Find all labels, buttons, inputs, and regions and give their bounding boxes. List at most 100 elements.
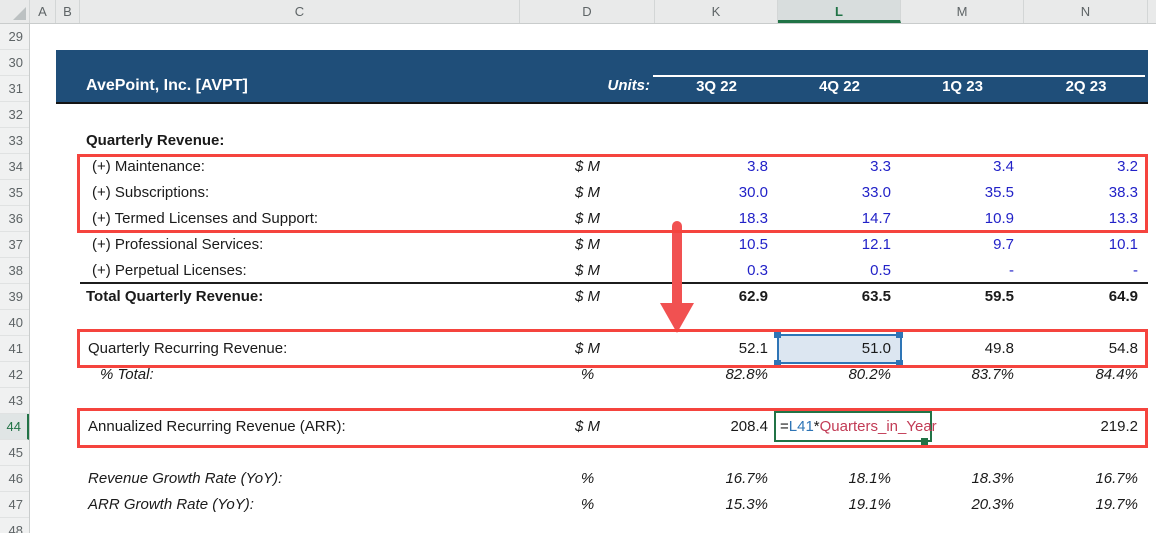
cell-M33[interactable] xyxy=(901,128,1024,154)
cell-K38[interactable]: 0.3 xyxy=(747,262,768,279)
column-header-N[interactable]: N xyxy=(1024,0,1148,23)
cell-L42[interactable]: 80.2% xyxy=(848,366,891,383)
row-41-units[interactable]: $ M xyxy=(574,340,600,357)
company-title-cell[interactable]: AvePoint, Inc. [AVPT] xyxy=(86,77,248,94)
quarter-header-3q22[interactable]: 3Q 22 xyxy=(696,78,737,95)
cell-L39[interactable]: 63.5 xyxy=(861,288,891,305)
row-38-label[interactable]: (+) Perpetual Licenses: xyxy=(92,262,247,279)
row-header-42[interactable]: 42 xyxy=(0,362,29,388)
row-42-units[interactable]: % xyxy=(580,366,595,383)
row-header-41[interactable]: 41 xyxy=(0,336,29,362)
column-header-B[interactable]: B xyxy=(56,0,80,23)
cell-N36[interactable]: 13.3 xyxy=(1108,210,1138,227)
row-header-32[interactable]: 32 xyxy=(0,102,29,128)
cell-L34[interactable]: 3.3 xyxy=(870,158,891,175)
cell-M34[interactable]: 3.4 xyxy=(993,158,1014,175)
row-46-label[interactable]: Revenue Growth Rate (YoY): xyxy=(88,470,283,487)
row-header-44[interactable]: 44 xyxy=(0,414,29,440)
quarter-header-4q22[interactable]: 4Q 22 xyxy=(819,78,860,95)
row-header-39[interactable]: 39 xyxy=(0,284,29,310)
cell-N34[interactable]: 3.2 xyxy=(1117,158,1138,175)
cell-M38[interactable]: - xyxy=(1009,262,1014,279)
row-38-units[interactable]: $ M xyxy=(574,262,600,279)
row-37-label[interactable]: (+) Professional Services: xyxy=(92,236,264,253)
cell-N38[interactable]: - xyxy=(1133,262,1138,279)
row-header-36[interactable]: 36 xyxy=(0,206,29,232)
cell-M46[interactable]: 18.3% xyxy=(971,470,1014,487)
row-header-38[interactable]: 38 xyxy=(0,258,29,284)
row-36-label[interactable]: (+) Termed Licenses and Support: xyxy=(92,210,319,227)
row-header-30[interactable]: 30 xyxy=(0,50,29,76)
referenced-cell-handle[interactable] xyxy=(896,360,903,367)
row-header-37[interactable]: 37 xyxy=(0,232,29,258)
row-36-units[interactable]: $ M xyxy=(574,210,600,227)
column-header-L[interactable]: L xyxy=(778,0,901,23)
cell-K42[interactable]: 82.8% xyxy=(725,366,768,383)
cell-K47[interactable]: 15.3% xyxy=(725,496,768,513)
row-header-35[interactable]: 35 xyxy=(0,180,29,206)
row-33-label[interactable]: Quarterly Revenue: xyxy=(86,132,225,149)
row-33-units[interactable] xyxy=(520,128,655,154)
quarter-header-2q23[interactable]: 2Q 23 xyxy=(1065,78,1107,95)
fill-handle[interactable] xyxy=(921,438,928,445)
row-37-units[interactable]: $ M xyxy=(574,236,600,253)
column-header-A[interactable]: A xyxy=(30,0,56,23)
units-label-cell[interactable]: Units: xyxy=(607,77,651,94)
row-header-43[interactable]: 43 xyxy=(0,388,29,414)
column-header-D[interactable]: D xyxy=(520,0,655,23)
row-header-29[interactable]: 29 xyxy=(0,24,29,50)
cell-N39[interactable]: 64.9 xyxy=(1108,288,1138,305)
row-39-label[interactable]: Total Quarterly Revenue: xyxy=(86,288,264,305)
cell-N46[interactable]: 16.7% xyxy=(1095,470,1138,487)
referenced-cell-handle[interactable] xyxy=(896,331,903,338)
row-46-units[interactable]: % xyxy=(580,470,595,487)
cell-K44[interactable]: 208.4 xyxy=(730,418,768,435)
row-header-47[interactable]: 47 xyxy=(0,492,29,518)
referenced-cell-handle[interactable] xyxy=(774,331,781,338)
cell-L36[interactable]: 14.7 xyxy=(861,210,891,227)
row-header-34[interactable]: 34 xyxy=(0,154,29,180)
row-47-units[interactable]: % xyxy=(580,496,595,513)
formula-text[interactable]: =L41*Quarters_in_Year xyxy=(780,411,937,442)
cell-K34[interactable]: 3.8 xyxy=(747,158,768,175)
quarter-header-1q23[interactable]: 1Q 23 xyxy=(942,78,983,95)
cell-N35[interactable]: 38.3 xyxy=(1108,184,1138,201)
cell-M42[interactable]: 83.7% xyxy=(971,366,1014,383)
row-header-48[interactable]: 48 xyxy=(0,518,29,533)
cell-N37[interactable]: 10.1 xyxy=(1108,236,1138,253)
select-all-corner[interactable] xyxy=(0,0,30,23)
cell-L41[interactable]: 51.0 xyxy=(861,340,891,357)
row-header-31[interactable]: 31 xyxy=(0,76,29,102)
cell-K33[interactable] xyxy=(655,128,778,154)
row-34-units[interactable]: $ M xyxy=(574,158,600,175)
column-header-M[interactable]: M xyxy=(901,0,1024,23)
row-35-label[interactable]: (+) Subscriptions: xyxy=(92,184,210,201)
row-header-46[interactable]: 46 xyxy=(0,466,29,492)
cell-N42[interactable]: 84.4% xyxy=(1095,366,1138,383)
referenced-cell-handle[interactable] xyxy=(774,360,781,367)
cell-L35[interactable]: 33.0 xyxy=(861,184,891,201)
row-header-45[interactable]: 45 xyxy=(0,440,29,466)
cell-K36[interactable]: 18.3 xyxy=(738,210,768,227)
row-header-33[interactable]: 33 xyxy=(0,128,29,154)
row-34-label[interactable]: (+) Maintenance: xyxy=(92,158,205,175)
cell-N47[interactable]: 19.7% xyxy=(1095,496,1138,513)
row-39-units[interactable]: $ M xyxy=(574,288,600,305)
cell-L47[interactable]: 19.1% xyxy=(848,496,891,513)
cell-L38[interactable]: 0.5 xyxy=(870,262,891,279)
cell-M36[interactable]: 10.9 xyxy=(984,210,1014,227)
cell-K35[interactable]: 30.0 xyxy=(738,184,768,201)
column-header-K[interactable]: K xyxy=(655,0,778,23)
cell-L46[interactable]: 18.1% xyxy=(848,470,891,487)
cell-N41[interactable]: 54.8 xyxy=(1108,340,1138,357)
cell-L37[interactable]: 12.1 xyxy=(861,236,891,253)
cell-K37[interactable]: 10.5 xyxy=(738,236,768,253)
row-42-label[interactable]: % Total: xyxy=(100,366,154,383)
row-35-units[interactable]: $ M xyxy=(574,184,600,201)
column-header-C[interactable]: C xyxy=(80,0,520,23)
cell-L33[interactable] xyxy=(778,128,901,154)
row-header-40[interactable]: 40 xyxy=(0,310,29,336)
row-41-label[interactable]: Quarterly Recurring Revenue: xyxy=(88,340,288,357)
cell-K46[interactable]: 16.7% xyxy=(725,470,768,487)
row-47-label[interactable]: ARR Growth Rate (YoY): xyxy=(88,496,254,513)
